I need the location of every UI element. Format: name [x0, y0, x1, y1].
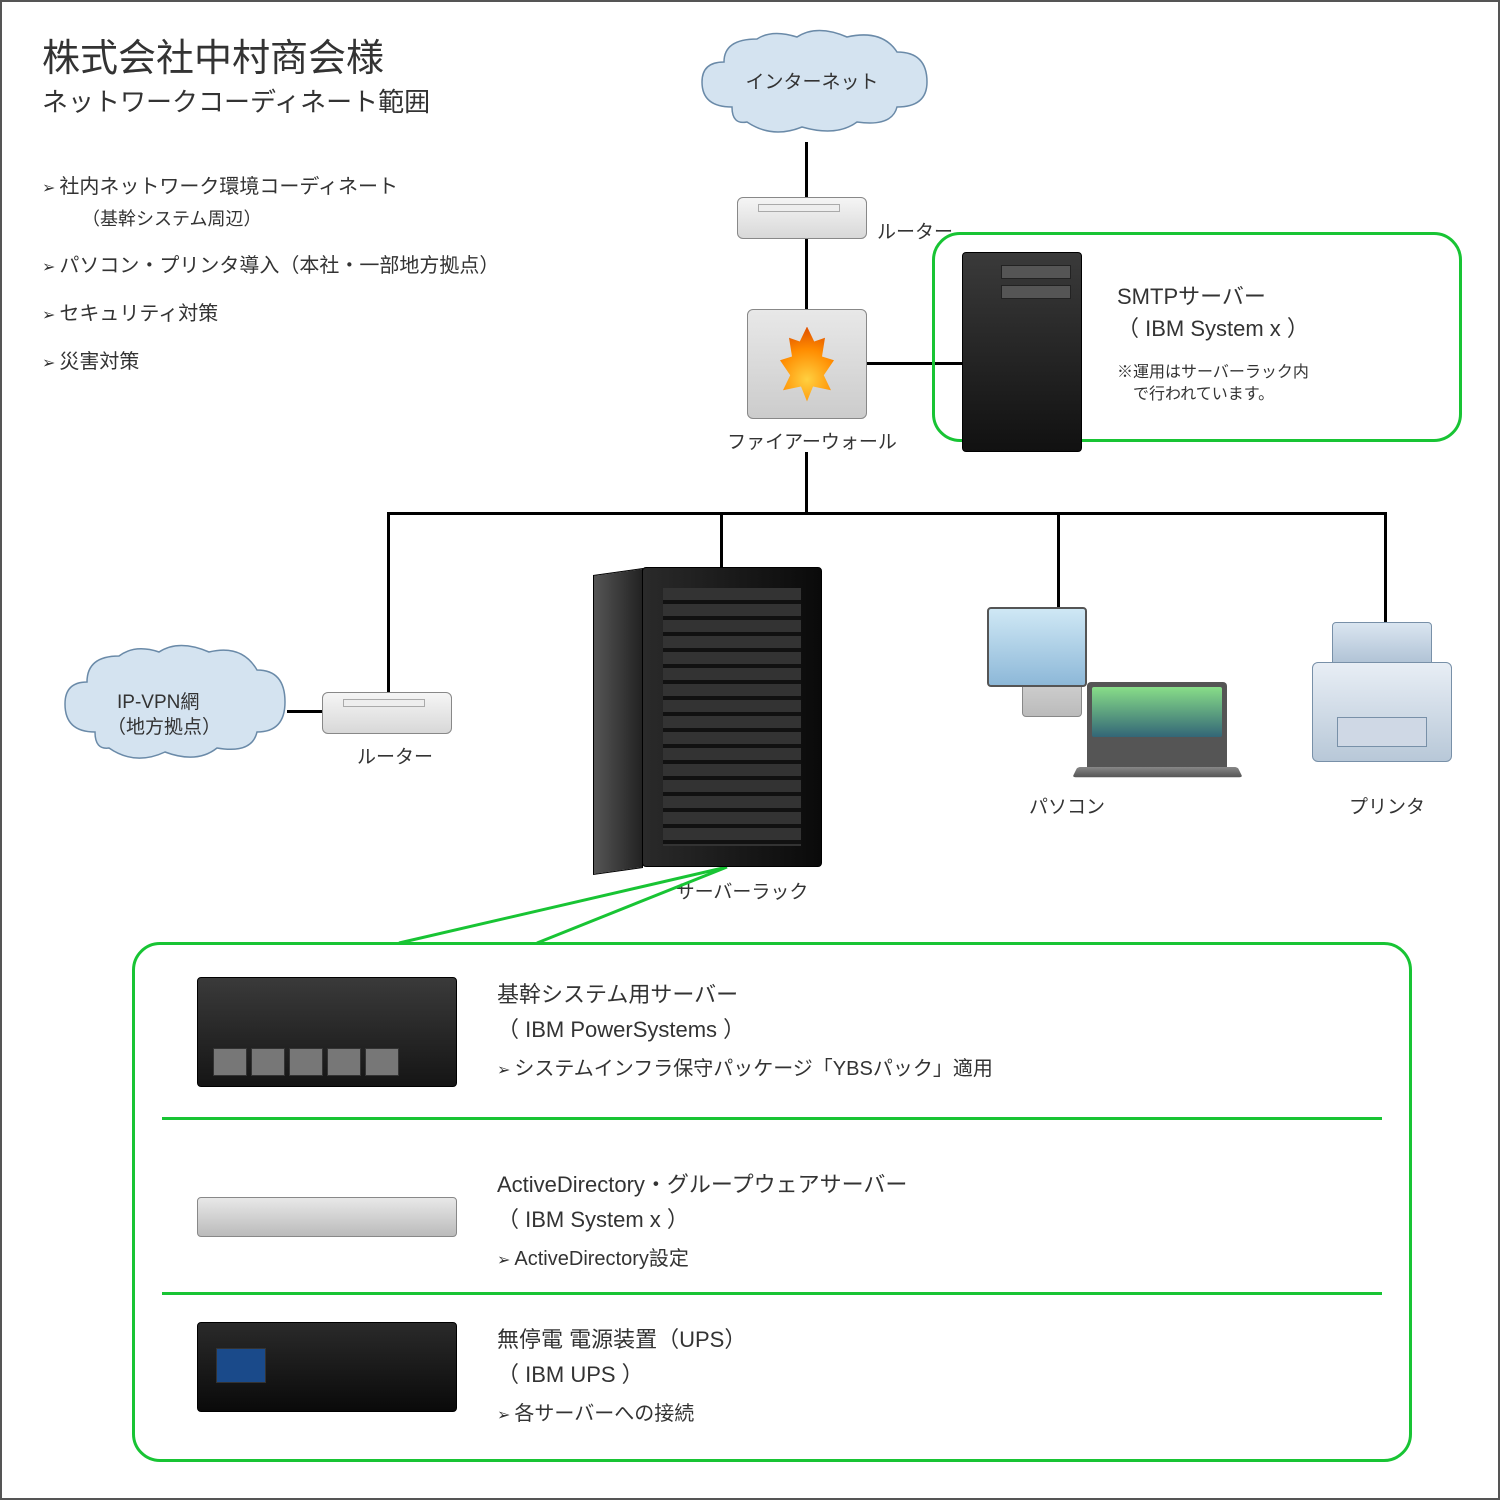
laptop-icon: [1087, 682, 1227, 772]
edge-bus: [387, 512, 1387, 515]
ups-icon: [197, 1322, 457, 1412]
bullet-1-sub: （基幹システム周辺）: [42, 206, 499, 233]
edge-bus-rack: [720, 512, 723, 567]
smtp-server-icon: [962, 252, 1082, 452]
firewall-label: ファイアーウォール: [712, 427, 912, 454]
rack-row-1-title: 基幹システム用サーバー: [497, 977, 993, 1012]
rack-row-3-title: 無停電 電源装置（UPS）: [497, 1322, 746, 1357]
rack-row-1: 基幹システム用サーバー （ IBM PowerSystems ） システムインフ…: [197, 977, 993, 1087]
router-top-icon: [737, 197, 867, 239]
smtp-title: SMTPサーバー: [1117, 280, 1266, 313]
rack-row-2-subtitle: （ IBM System x ）: [497, 1202, 907, 1237]
edge-bus-router2: [387, 512, 390, 697]
rack-row-3-bullet: 各サーバーへの接続: [497, 1398, 746, 1430]
edge-internet-router: [805, 142, 808, 197]
edge-vpn-router2: [287, 710, 322, 713]
bullet-3: セキュリティ対策: [42, 299, 499, 329]
pc-monitor-icon: [987, 607, 1087, 687]
pc-label: パソコン: [1017, 792, 1117, 819]
edge-firewall-down: [805, 452, 808, 512]
bullet-4: 災害対策: [42, 347, 499, 377]
printer-icon: [1302, 622, 1462, 772]
rack-row-3: 無停電 電源装置（UPS） （ IBM UPS ） 各サーバーへの接続: [197, 1322, 746, 1430]
vpn-label-1: IP-VPN網: [117, 687, 199, 714]
smtp-note: ※運用はサーバーラック内 で行われています。: [1117, 362, 1309, 407]
rack-divider-2: [162, 1292, 1382, 1295]
rack-row-2-bullet: ActiveDirectory設定: [497, 1243, 907, 1275]
bullet-2: パソコン・プリンタ導入（本社・一部地方拠点）: [42, 251, 499, 281]
edge-bus-printer: [1384, 512, 1387, 622]
rack-row-2: ActiveDirectory・グループウェアサーバー （ IBM System…: [197, 1167, 907, 1275]
server-rack-icon: [642, 567, 822, 867]
flame-icon: [777, 327, 837, 402]
scope-bullets: 社内ネットワーク環境コーディネート （基幹システム周辺） パソコン・プリンタ導入…: [42, 172, 499, 395]
internet-label: インターネット: [742, 67, 882, 94]
power-server-icon: [197, 977, 457, 1087]
page-title: 株式会社中村商会様: [42, 27, 384, 82]
firewall-icon: [747, 309, 867, 419]
rack-row-1-bullet: システムインフラ保守パッケージ「YBSパック」適用: [497, 1053, 993, 1085]
rack-callout-pointer: [397, 867, 737, 947]
bullet-1: 社内ネットワーク環境コーディネート: [42, 172, 499, 202]
router-left-icon: [322, 692, 452, 734]
rack-row-3-subtitle: （ IBM UPS ）: [497, 1357, 746, 1392]
printer-label: プリンタ: [1337, 792, 1437, 819]
router-left-label: ルーター: [357, 742, 433, 769]
smtp-subtitle: （ IBM System x ）: [1117, 312, 1309, 345]
rack-divider-1: [162, 1117, 1382, 1120]
rack-row-1-subtitle: （ IBM PowerSystems ）: [497, 1012, 993, 1047]
edge-router-firewall: [805, 239, 808, 309]
rack-row-2-title: ActiveDirectory・グループウェアサーバー: [497, 1167, 907, 1202]
systemx-server-icon: [197, 1197, 457, 1237]
vpn-label-2: （地方拠点）: [107, 712, 221, 739]
page-subtitle: ネットワークコーディネート範囲: [42, 82, 430, 119]
edge-bus-pc: [1057, 512, 1060, 607]
